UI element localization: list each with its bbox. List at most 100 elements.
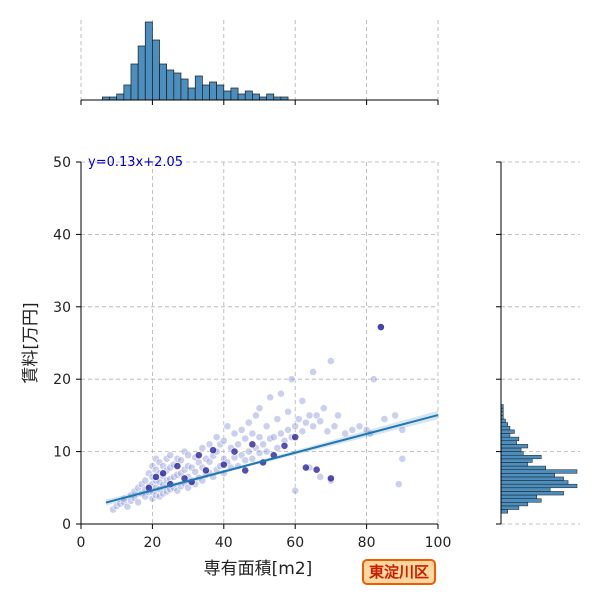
right-hist-bar [500, 426, 511, 431]
scatter-point [341, 429, 350, 438]
scatter-point [259, 440, 267, 449]
scatter-point [134, 498, 143, 507]
scatter-point [184, 483, 192, 492]
scatter-point [294, 415, 303, 423]
top-hist-bar [209, 81, 218, 101]
scatter-point [287, 375, 296, 384]
scatter-point [141, 476, 150, 485]
scatter-point-dense [376, 323, 385, 331]
x-tick-label: 80 [358, 535, 376, 551]
top-hist-bar [202, 84, 210, 101]
top-hist-bar [152, 39, 160, 101]
scatter-point [223, 422, 232, 431]
top-hist-bar [266, 93, 275, 101]
top-hist-bar [194, 75, 203, 101]
scatter-point [298, 397, 307, 405]
top-hist-bar [187, 87, 196, 101]
top-hist-bar [252, 93, 260, 101]
marginal-x-histogram [80, 20, 439, 105]
scatter-point [277, 429, 285, 438]
scatter-point [398, 425, 407, 434]
right-hist-bar [500, 458, 533, 463]
top-hist-bar [166, 69, 175, 101]
top-hist-bar [230, 87, 239, 101]
scatter-point [241, 456, 250, 465]
scatter-point [237, 425, 246, 434]
top-hist-bar [216, 84, 225, 101]
scatter-point [198, 444, 207, 452]
scatter-point [262, 447, 271, 456]
scatter-point [348, 425, 357, 434]
scatter-point [248, 454, 257, 463]
right-hist-bar [500, 494, 538, 499]
right-hist-bar [500, 469, 578, 474]
x-tick-label: 0 [77, 535, 86, 551]
scatter-point [123, 502, 132, 511]
scatter-point-dense [280, 441, 289, 450]
right-hist-bar [500, 454, 542, 460]
right-hist-bar [500, 447, 522, 452]
scatter-point [305, 411, 314, 420]
scatter-point [255, 449, 264, 457]
scatter-point-dense [291, 433, 300, 442]
scatter-point [326, 357, 335, 365]
scatter-point [255, 433, 264, 442]
scatter-point [312, 411, 321, 420]
scatter-point-dense [230, 447, 239, 456]
scatter-point [191, 467, 200, 476]
scatter-point [184, 451, 192, 460]
right-hist-bar [500, 498, 542, 503]
scatter-point [241, 434, 250, 443]
scatter-point [309, 368, 317, 376]
scatter-point [316, 417, 325, 426]
scatter-point [244, 447, 253, 456]
right-hist-bar [500, 418, 506, 423]
main-grid [80, 161, 439, 525]
scatter-point [205, 440, 214, 449]
right-hist-bar [500, 476, 564, 481]
right-hist-bar [500, 487, 551, 492]
scatter-point [323, 427, 332, 436]
scatter-point [219, 436, 228, 445]
top-hist-bar [244, 90, 253, 101]
y-tick-label: 40 [53, 227, 71, 243]
top-hist-bar [237, 93, 246, 101]
scatter-points [109, 323, 407, 514]
scatter-point [234, 440, 242, 449]
scatter-point [269, 433, 278, 442]
regression-line-group [105, 410, 439, 506]
scatter-point [212, 433, 221, 442]
scatter-point [398, 454, 407, 463]
scatter-point [177, 456, 185, 465]
scatter-point [284, 425, 292, 434]
x-tick-label: 100 [425, 535, 452, 551]
right-hist-bar [500, 505, 520, 510]
right-hist-bar [500, 451, 524, 456]
scatter-point [244, 418, 253, 427]
right-hist-bar [500, 465, 546, 470]
marginal-y-histogram [496, 161, 580, 525]
scatter-point [252, 411, 260, 420]
top-hist-bar [180, 78, 189, 101]
scatter-point [394, 480, 403, 489]
scatter-point [273, 415, 282, 423]
scatter-point [262, 422, 271, 431]
scatter-point-dense [194, 451, 203, 460]
scatter-point [319, 404, 328, 413]
y-tick-label: 20 [53, 372, 71, 388]
scatter-point-dense [202, 466, 210, 475]
scatter-point [230, 429, 239, 438]
y-tick-label: 30 [53, 300, 71, 316]
scatter-point [334, 411, 342, 420]
top-hist-bar [173, 72, 182, 101]
scatter-point-dense [326, 474, 335, 483]
scatter-point [255, 404, 264, 413]
scatter-point [205, 457, 214, 466]
x-tick-label: 20 [143, 535, 161, 551]
scatter-point [277, 389, 285, 398]
scatter-point [298, 427, 307, 436]
top-hist-bar [137, 45, 146, 101]
scatter-point [309, 422, 317, 431]
scatter-point [355, 422, 364, 431]
